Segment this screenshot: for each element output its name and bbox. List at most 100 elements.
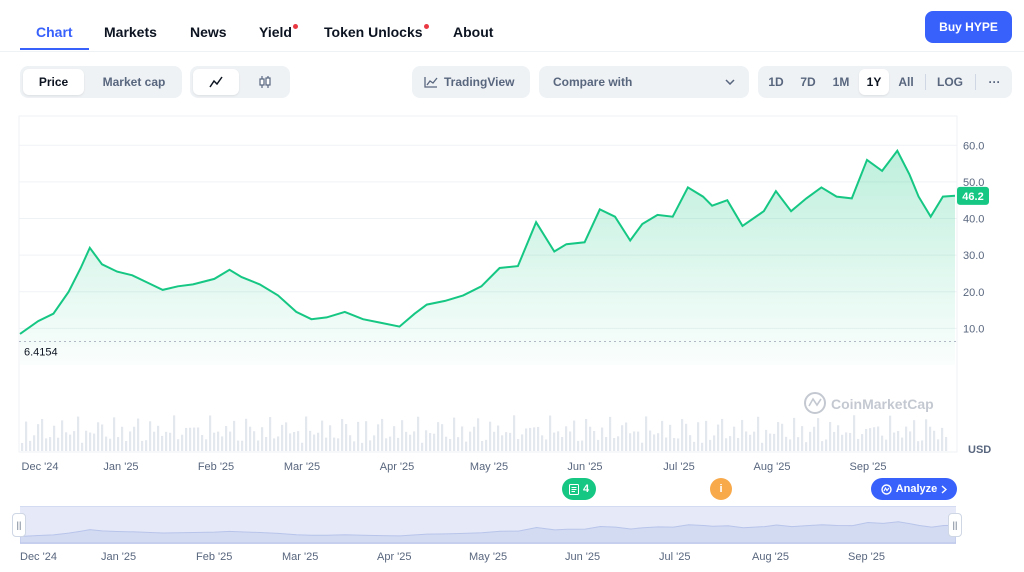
volume-bar <box>453 417 456 451</box>
y-tick-label: 50.0 <box>963 177 984 189</box>
volume-bar <box>285 422 288 451</box>
info-marker[interactable]: i <box>710 478 732 500</box>
volume-bar <box>681 419 684 451</box>
news-marker[interactable]: 4 <box>562 478 596 500</box>
volume-bar <box>53 425 56 451</box>
volume-bar <box>673 438 676 451</box>
navigator-x-tick-label: Mar '25 <box>282 551 319 563</box>
tab-yield[interactable]: Yield <box>259 24 298 40</box>
more-options-button[interactable]: ··· <box>988 75 1001 89</box>
volume-bar <box>241 440 244 451</box>
tab-news[interactable]: News <box>190 24 227 40</box>
price-chart[interactable]: CoinMarketCap 6.4154 10.0 20.0 30.0 40.0 50.… <box>0 110 1024 480</box>
volume-bar <box>421 442 424 451</box>
volume-bar <box>169 432 172 451</box>
volume-bar <box>685 423 688 451</box>
volume-bar <box>309 430 312 451</box>
volume-bar <box>197 427 200 451</box>
volume-bar <box>445 436 448 451</box>
navigator-minichart <box>19 521 957 544</box>
volume-bar <box>121 426 124 451</box>
volume-bar <box>473 426 476 451</box>
volume-bar <box>373 435 376 451</box>
tab-about[interactable]: About <box>453 24 494 40</box>
volume-bar <box>713 435 716 451</box>
x-tick-label: Aug '25 <box>754 461 791 473</box>
volume-bar <box>657 433 660 451</box>
analyze-button[interactable]: Analyze <box>871 478 957 500</box>
volume-bar <box>153 431 156 451</box>
volume-bar <box>409 434 412 451</box>
volume-bar <box>705 420 708 451</box>
volume-bar <box>405 431 408 451</box>
volume-bar <box>605 436 608 451</box>
tab-token-unlocks[interactable]: Token Unlocks <box>324 24 429 40</box>
log-scale-button[interactable]: LOG <box>937 75 963 89</box>
tradingview-icon <box>424 77 438 88</box>
x-tick-label: Jun '25 <box>567 461 602 473</box>
volume-bar <box>125 441 128 451</box>
price-chart-svg: CoinMarketCap 6.4154 10.0 20.0 30.0 40.0 50.… <box>18 115 991 473</box>
volume-bar <box>849 432 852 451</box>
volume-bar <box>589 426 592 451</box>
volume-bar <box>933 430 936 451</box>
navigator-x-tick-label: Jul '25 <box>659 551 691 563</box>
volume-bar <box>617 436 620 451</box>
volume-bar <box>829 422 832 451</box>
volume-bars <box>21 415 948 451</box>
navigator-x-tick-label: May '25 <box>469 551 508 563</box>
volume-bar <box>809 431 812 451</box>
volume-bar <box>885 439 888 451</box>
volume-bar <box>757 416 760 451</box>
volume-bar <box>785 436 788 451</box>
volume-bar <box>141 440 144 451</box>
candlestick-button[interactable] <box>242 69 287 95</box>
range-1y-button[interactable]: 1Y <box>859 69 889 95</box>
tab-yield-label: Yield <box>259 24 292 40</box>
start-price-label: 6.4154 <box>24 347 58 359</box>
divider <box>925 74 926 90</box>
y-axis: 10.0 20.0 30.0 40.0 50.0 60.0 <box>963 140 984 335</box>
volume-bar <box>277 436 280 451</box>
volume-bar <box>865 428 868 451</box>
volume-bar <box>65 432 68 451</box>
volume-bar <box>929 426 932 451</box>
price-button[interactable]: Price <box>23 69 84 95</box>
navigator-left-handle[interactable]: || <box>12 513 26 537</box>
tab-chart[interactable]: Chart <box>36 24 73 40</box>
compare-with-dropdown[interactable]: Compare with <box>539 66 749 98</box>
volume-bar <box>193 427 196 451</box>
range-all-button[interactable]: All <box>898 75 914 89</box>
new-indicator-dot <box>423 24 429 29</box>
volume-bar <box>717 424 720 451</box>
range-1m-button[interactable]: 1M <box>832 75 850 89</box>
volume-bar <box>29 440 32 451</box>
volume-bar <box>225 426 228 451</box>
line-chart-button[interactable] <box>193 69 239 95</box>
tradingview-button[interactable]: TradingView <box>412 66 530 98</box>
volume-bar <box>85 430 88 451</box>
volume-bar <box>381 418 384 451</box>
volume-bar <box>749 434 752 451</box>
y-tick-label: 30.0 <box>963 250 984 262</box>
range-7d-button[interactable]: 7D <box>800 75 816 89</box>
volume-bar <box>637 431 640 451</box>
market-cap-button[interactable]: Market cap <box>102 75 166 89</box>
navigator-right-handle[interactable]: || <box>948 513 962 537</box>
x-axis: Dec '24 Jan '25 Feb '25 Mar '25 Apr '25 May '… <box>22 461 887 473</box>
volume-bar <box>857 438 860 451</box>
range-navigator[interactable] <box>19 506 957 544</box>
volume-bar <box>881 435 884 451</box>
currency-unit-label: USD <box>968 444 991 456</box>
buy-button[interactable]: Buy HYPE <box>925 11 1012 43</box>
range-1d-button[interactable]: 1D <box>768 75 784 89</box>
volume-bar <box>893 432 896 451</box>
volume-bar <box>565 426 568 451</box>
volume-bar <box>229 431 232 451</box>
tab-markets[interactable]: Markets <box>104 24 157 40</box>
volume-bar <box>425 430 428 451</box>
x-tick-label: May '25 <box>470 461 508 473</box>
volume-bar <box>301 442 304 451</box>
navigator-x-tick-label: Feb '25 <box>196 551 233 563</box>
navigator-x-tick-label: Sep '25 <box>848 551 885 563</box>
